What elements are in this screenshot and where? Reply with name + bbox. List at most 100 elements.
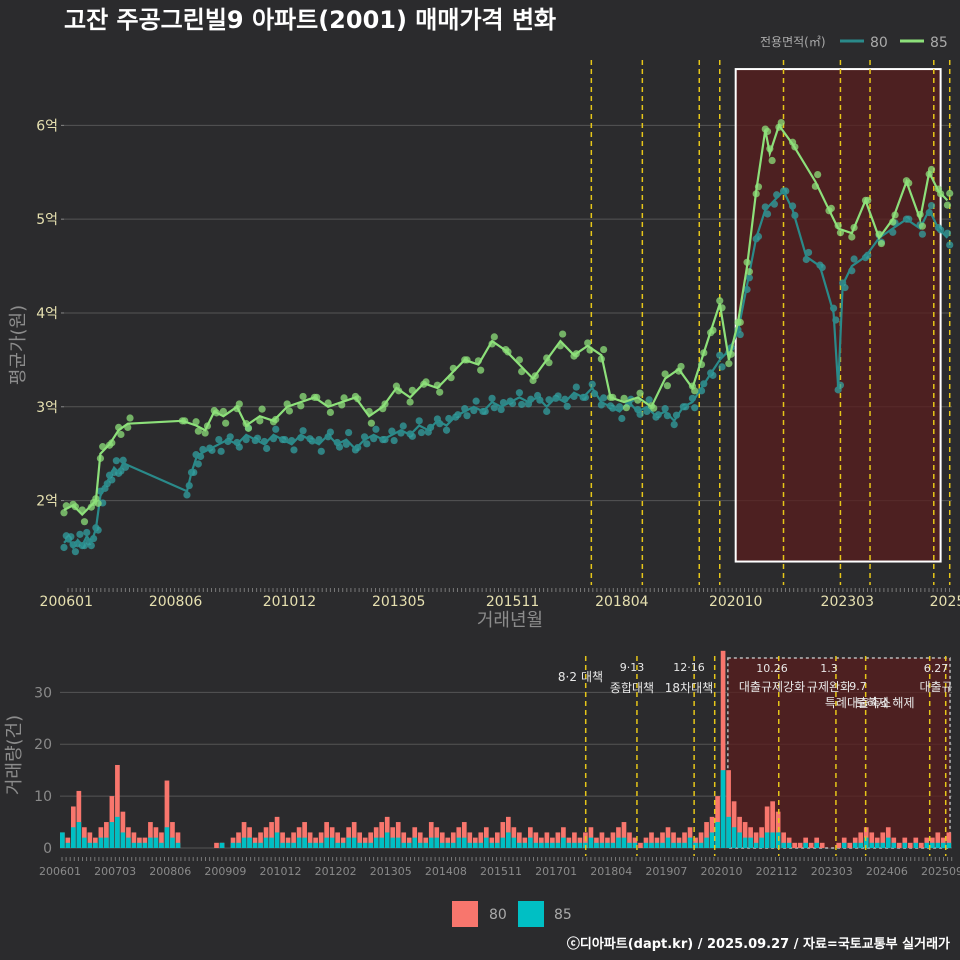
volume-bar-80 bbox=[764, 806, 770, 848]
volume-x-tick-label: 201804 bbox=[590, 865, 632, 878]
volume-bar-80 bbox=[494, 832, 500, 848]
price-point-85 bbox=[258, 405, 266, 413]
legend-label-85: 85 bbox=[930, 35, 948, 51]
volume-bar-85 bbox=[599, 842, 605, 848]
volume-bar-85 bbox=[461, 837, 467, 848]
volume-bar-85 bbox=[307, 842, 313, 848]
volume-bar-80 bbox=[236, 832, 241, 848]
volume-bar-80 bbox=[533, 832, 539, 848]
price-x-axis-title: 거래년월 bbox=[477, 610, 543, 631]
volume-bar-85 bbox=[406, 842, 412, 848]
volume-bar-85 bbox=[230, 842, 236, 848]
volume-bar-80 bbox=[907, 842, 913, 848]
volume-bar-80 bbox=[572, 832, 577, 848]
volume-bar-80 bbox=[665, 827, 671, 848]
volume-x-tick-label: 201511 bbox=[480, 865, 522, 878]
volume-bar-80 bbox=[885, 827, 891, 848]
volume-bar-80 bbox=[159, 832, 164, 848]
legend-label-bar-85: 85 bbox=[554, 907, 572, 923]
volume-bar-80 bbox=[439, 832, 445, 848]
volume-bar-85 bbox=[142, 842, 148, 848]
price-point-80 bbox=[600, 394, 608, 402]
volume-bar-85 bbox=[522, 842, 528, 848]
volume-bar-80 bbox=[792, 842, 798, 848]
volume-bar-80 bbox=[241, 822, 247, 848]
price-point-85 bbox=[848, 233, 856, 241]
price-point-80 bbox=[691, 404, 699, 412]
volume-bar-80 bbox=[528, 827, 533, 848]
price-point-85 bbox=[946, 189, 954, 197]
volume-bar-80 bbox=[148, 822, 153, 848]
policy-label-date: 6.27 bbox=[924, 662, 949, 675]
price-point-85 bbox=[559, 330, 567, 338]
price-point-80 bbox=[543, 407, 551, 416]
price-point-85 bbox=[201, 429, 209, 437]
volume-x-tick-label: 201202 bbox=[315, 865, 357, 878]
volume-y-tick-label: 0 bbox=[43, 841, 52, 857]
volume-bar-80 bbox=[946, 832, 952, 848]
volume-bars bbox=[60, 650, 952, 848]
volume-bar-80 bbox=[869, 832, 875, 848]
source-caption: ⓒ디아파트(dapt.kr) / 2025.09.27 / 자료=국토교통부 실… bbox=[567, 936, 950, 952]
volume-x-ticks: 200601 200703 200806 200909 201012 201202 2013… bbox=[39, 865, 960, 878]
volume-bar-85 bbox=[164, 827, 170, 848]
volume-bar-85 bbox=[65, 842, 71, 848]
volume-bar-80 bbox=[682, 832, 687, 848]
price-y-tick-label: 6억 bbox=[36, 118, 58, 134]
volume-bar-85 bbox=[676, 842, 682, 848]
volume-bar-85 bbox=[539, 842, 544, 848]
price-point-80 bbox=[226, 433, 234, 441]
price-point-85 bbox=[192, 418, 200, 426]
price-point-80 bbox=[290, 446, 298, 454]
volume-bar-80 bbox=[858, 832, 864, 848]
volume-bar-85 bbox=[517, 842, 522, 848]
volume-bar-85 bbox=[913, 842, 919, 848]
price-point-80 bbox=[804, 248, 813, 257]
price-point-80 bbox=[272, 425, 280, 433]
price-point-80 bbox=[71, 548, 79, 556]
volume-bar-85 bbox=[863, 837, 869, 848]
volume-bar-85 bbox=[726, 816, 731, 848]
price-point-80 bbox=[417, 428, 426, 437]
volume-bar-80 bbox=[836, 842, 842, 848]
volume-bar-85 bbox=[148, 837, 153, 848]
volume-bar-85 bbox=[511, 837, 517, 848]
volume-bar-85 bbox=[98, 837, 104, 848]
volume-bar-80 bbox=[120, 811, 126, 848]
price-point-80 bbox=[661, 405, 669, 413]
volume-bar-80 bbox=[896, 842, 902, 848]
policy-label-text: 대책 bbox=[581, 669, 603, 684]
price-point-80 bbox=[497, 405, 505, 414]
volume-bar-85 bbox=[577, 842, 583, 848]
volume-bar-85 bbox=[605, 842, 610, 848]
price-point-80 bbox=[335, 443, 344, 451]
volume-bar-80 bbox=[517, 832, 522, 848]
price-point-80 bbox=[399, 422, 407, 430]
volume-bar-85 bbox=[643, 842, 649, 848]
volume-bar-85 bbox=[346, 837, 352, 848]
volume-bar-80 bbox=[307, 832, 313, 848]
price-point-85 bbox=[584, 339, 592, 347]
price-point-85 bbox=[490, 333, 498, 341]
volume-bar-85 bbox=[467, 842, 473, 848]
volume-policy-labels: 8·2 대책 9·13 종합대책 12·16 18차대책 10.26 대출규제강화 1.3 규제완… bbox=[558, 661, 953, 710]
price-point-80 bbox=[345, 428, 353, 437]
volume-bar-80 bbox=[412, 827, 418, 848]
price-point-85 bbox=[285, 407, 294, 415]
volume-bar-80 bbox=[687, 827, 693, 848]
volume-x-tick-label: 200806 bbox=[149, 865, 191, 878]
volume-bar-85 bbox=[858, 842, 864, 848]
volume-bar-80 bbox=[280, 832, 285, 848]
volume-bar-85 bbox=[946, 842, 952, 848]
volume-bar-85 bbox=[109, 822, 115, 848]
volume-bar-80 bbox=[819, 842, 825, 848]
volume-x-tick-label: 200909 bbox=[204, 865, 246, 878]
volume-bar-85 bbox=[258, 842, 263, 848]
volume-bar-85 bbox=[935, 842, 941, 848]
price-line-85 bbox=[63, 123, 949, 517]
volume-bar-85 bbox=[324, 837, 329, 848]
price-legend: 전용면적(㎡) 80 85 bbox=[760, 35, 948, 51]
price-point-85 bbox=[663, 382, 671, 390]
volume-bar-85 bbox=[483, 837, 489, 848]
volume-bar-80 bbox=[753, 832, 759, 848]
